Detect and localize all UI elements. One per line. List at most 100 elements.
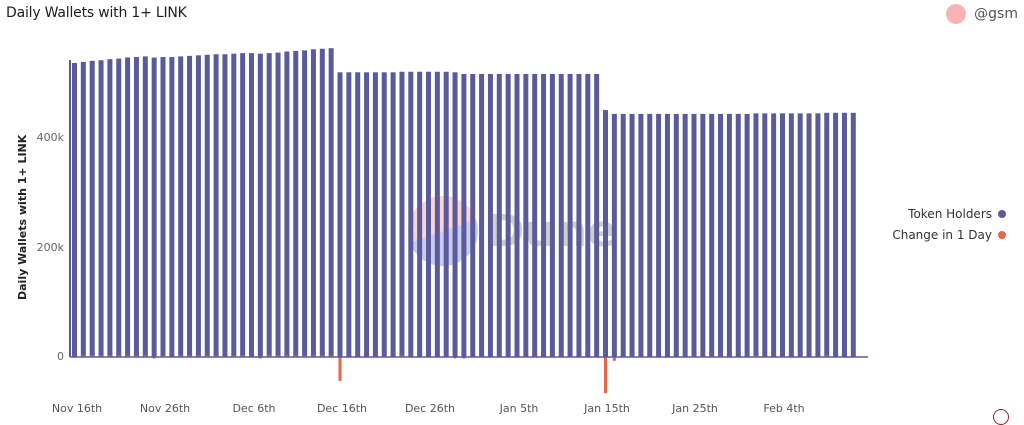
token-holders-bar[interactable] xyxy=(125,57,131,358)
token-holders-bar[interactable] xyxy=(169,56,175,357)
token-holders-bar[interactable] xyxy=(319,48,325,357)
token-holders-bar[interactable] xyxy=(399,71,405,357)
token-holders-bar[interactable] xyxy=(664,113,670,357)
token-holders-bar[interactable] xyxy=(80,61,86,358)
token-holders-bar[interactable] xyxy=(541,73,547,357)
token-holders-bar[interactable] xyxy=(726,113,732,357)
token-holders-bar[interactable] xyxy=(275,52,281,358)
token-holders-bar[interactable] xyxy=(611,113,617,357)
info-icon[interactable] xyxy=(993,409,1009,425)
token-holders-bar[interactable] xyxy=(833,112,839,357)
token-holders-bar[interactable] xyxy=(656,113,662,357)
token-holders-bar[interactable] xyxy=(797,113,803,357)
token-holders-bar[interactable] xyxy=(452,72,458,358)
token-holders-bar[interactable] xyxy=(372,72,378,358)
token-holders-bar[interactable] xyxy=(824,112,830,357)
token-holders-bar[interactable] xyxy=(284,51,290,358)
token-holders-bar[interactable] xyxy=(293,50,299,357)
token-holders-bar[interactable] xyxy=(178,56,184,358)
token-holders-bar[interactable] xyxy=(815,113,821,357)
legend-item-token-holders[interactable]: Token Holders xyxy=(892,203,1006,224)
token-holders-bar[interactable] xyxy=(249,53,254,357)
token-holders-bar[interactable] xyxy=(231,53,237,358)
token-holders-bar[interactable] xyxy=(434,71,440,357)
token-holders-bar[interactable] xyxy=(567,73,573,357)
token-holders-bar[interactable] xyxy=(213,54,219,358)
change-bar[interactable] xyxy=(612,357,616,361)
token-holders-bar[interactable] xyxy=(629,113,635,357)
token-holders-bar[interactable] xyxy=(762,113,768,357)
author-badge[interactable]: @gsm xyxy=(946,4,1018,24)
token-holders-bar[interactable] xyxy=(709,113,715,357)
token-holders-bar[interactable] xyxy=(647,113,653,357)
token-holders-bar[interactable] xyxy=(195,55,201,357)
token-holders-bar[interactable] xyxy=(142,56,148,358)
token-holders-bar[interactable] xyxy=(673,113,679,357)
token-holders-bar[interactable] xyxy=(426,71,431,357)
token-holders-bar[interactable] xyxy=(187,55,193,357)
token-holders-bar[interactable] xyxy=(337,72,343,358)
change-bar[interactable] xyxy=(462,357,466,359)
token-holders-bar[interactable] xyxy=(691,113,697,357)
token-holders-bar[interactable] xyxy=(558,73,564,357)
token-holders-bar[interactable] xyxy=(204,54,210,357)
token-holders-bar[interactable] xyxy=(222,54,228,358)
token-holders-bar[interactable] xyxy=(841,112,847,357)
token-holders-bar[interactable] xyxy=(744,113,750,357)
token-holders-bar[interactable] xyxy=(479,73,485,357)
token-holders-bar[interactable] xyxy=(505,73,511,357)
token-holders-bar[interactable] xyxy=(381,72,387,358)
token-holders-bar[interactable] xyxy=(107,59,113,357)
token-holders-bar[interactable] xyxy=(576,73,582,357)
token-holders-bar[interactable] xyxy=(364,72,370,358)
token-holders-bar[interactable] xyxy=(496,73,502,357)
token-holders-bar[interactable] xyxy=(532,73,538,357)
token-holders-bar[interactable] xyxy=(98,60,104,357)
token-holders-bar[interactable] xyxy=(771,113,777,357)
avatar xyxy=(946,4,967,24)
token-holders-bar[interactable] xyxy=(89,60,95,358)
token-holders-bar[interactable] xyxy=(160,56,166,357)
token-holders-bar[interactable] xyxy=(620,113,626,357)
token-holders-bar[interactable] xyxy=(310,49,316,358)
token-holders-bar[interactable] xyxy=(355,72,361,358)
token-holders-bar[interactable] xyxy=(780,113,785,357)
token-holders-bar[interactable] xyxy=(850,112,856,357)
token-holders-bar[interactable] xyxy=(514,73,520,357)
token-holders-bar[interactable] xyxy=(753,113,759,357)
legend-item-change-1-day[interactable]: Change in 1 Day xyxy=(892,224,1006,245)
token-holders-bar[interactable] xyxy=(594,73,600,357)
token-holders-bar[interactable] xyxy=(240,53,246,357)
token-holders-bar[interactable] xyxy=(682,113,688,357)
token-holders-bar[interactable] xyxy=(718,113,724,357)
token-holders-bar[interactable] xyxy=(266,53,272,357)
token-holders-bar[interactable] xyxy=(417,71,423,357)
change-bar[interactable] xyxy=(338,357,342,382)
token-holders-bar[interactable] xyxy=(443,71,449,357)
token-holders-bar[interactable] xyxy=(638,113,644,357)
chart-legend: Token Holders Change in 1 Day xyxy=(892,203,1006,245)
token-holders-bar[interactable] xyxy=(487,73,493,357)
token-holders-bar[interactable] xyxy=(390,72,396,358)
token-holders-bar[interactable] xyxy=(346,72,352,358)
token-holders-bar[interactable] xyxy=(257,53,263,358)
token-holders-bar[interactable] xyxy=(735,113,741,357)
token-holders-bar[interactable] xyxy=(72,62,77,358)
token-holders-bar[interactable] xyxy=(302,50,308,358)
token-holders-bar[interactable] xyxy=(408,71,414,357)
legend-label: Token Holders xyxy=(908,206,992,221)
token-holders-bar[interactable] xyxy=(806,113,812,357)
token-holders-bar[interactable] xyxy=(116,58,122,358)
token-holders-bar[interactable] xyxy=(461,73,467,357)
token-holders-bar[interactable] xyxy=(549,73,555,357)
change-bar[interactable] xyxy=(604,357,607,394)
token-holders-bar[interactable] xyxy=(523,73,529,357)
token-holders-bar[interactable] xyxy=(700,113,706,357)
token-holders-bar[interactable] xyxy=(788,113,794,357)
token-holders-bar[interactable] xyxy=(603,110,608,357)
token-holders-bar[interactable] xyxy=(470,73,476,357)
token-holders-bar[interactable] xyxy=(151,57,157,358)
token-holders-bar[interactable] xyxy=(585,73,591,357)
token-holders-bar[interactable] xyxy=(133,56,139,357)
token-holders-bar[interactable] xyxy=(328,48,334,358)
